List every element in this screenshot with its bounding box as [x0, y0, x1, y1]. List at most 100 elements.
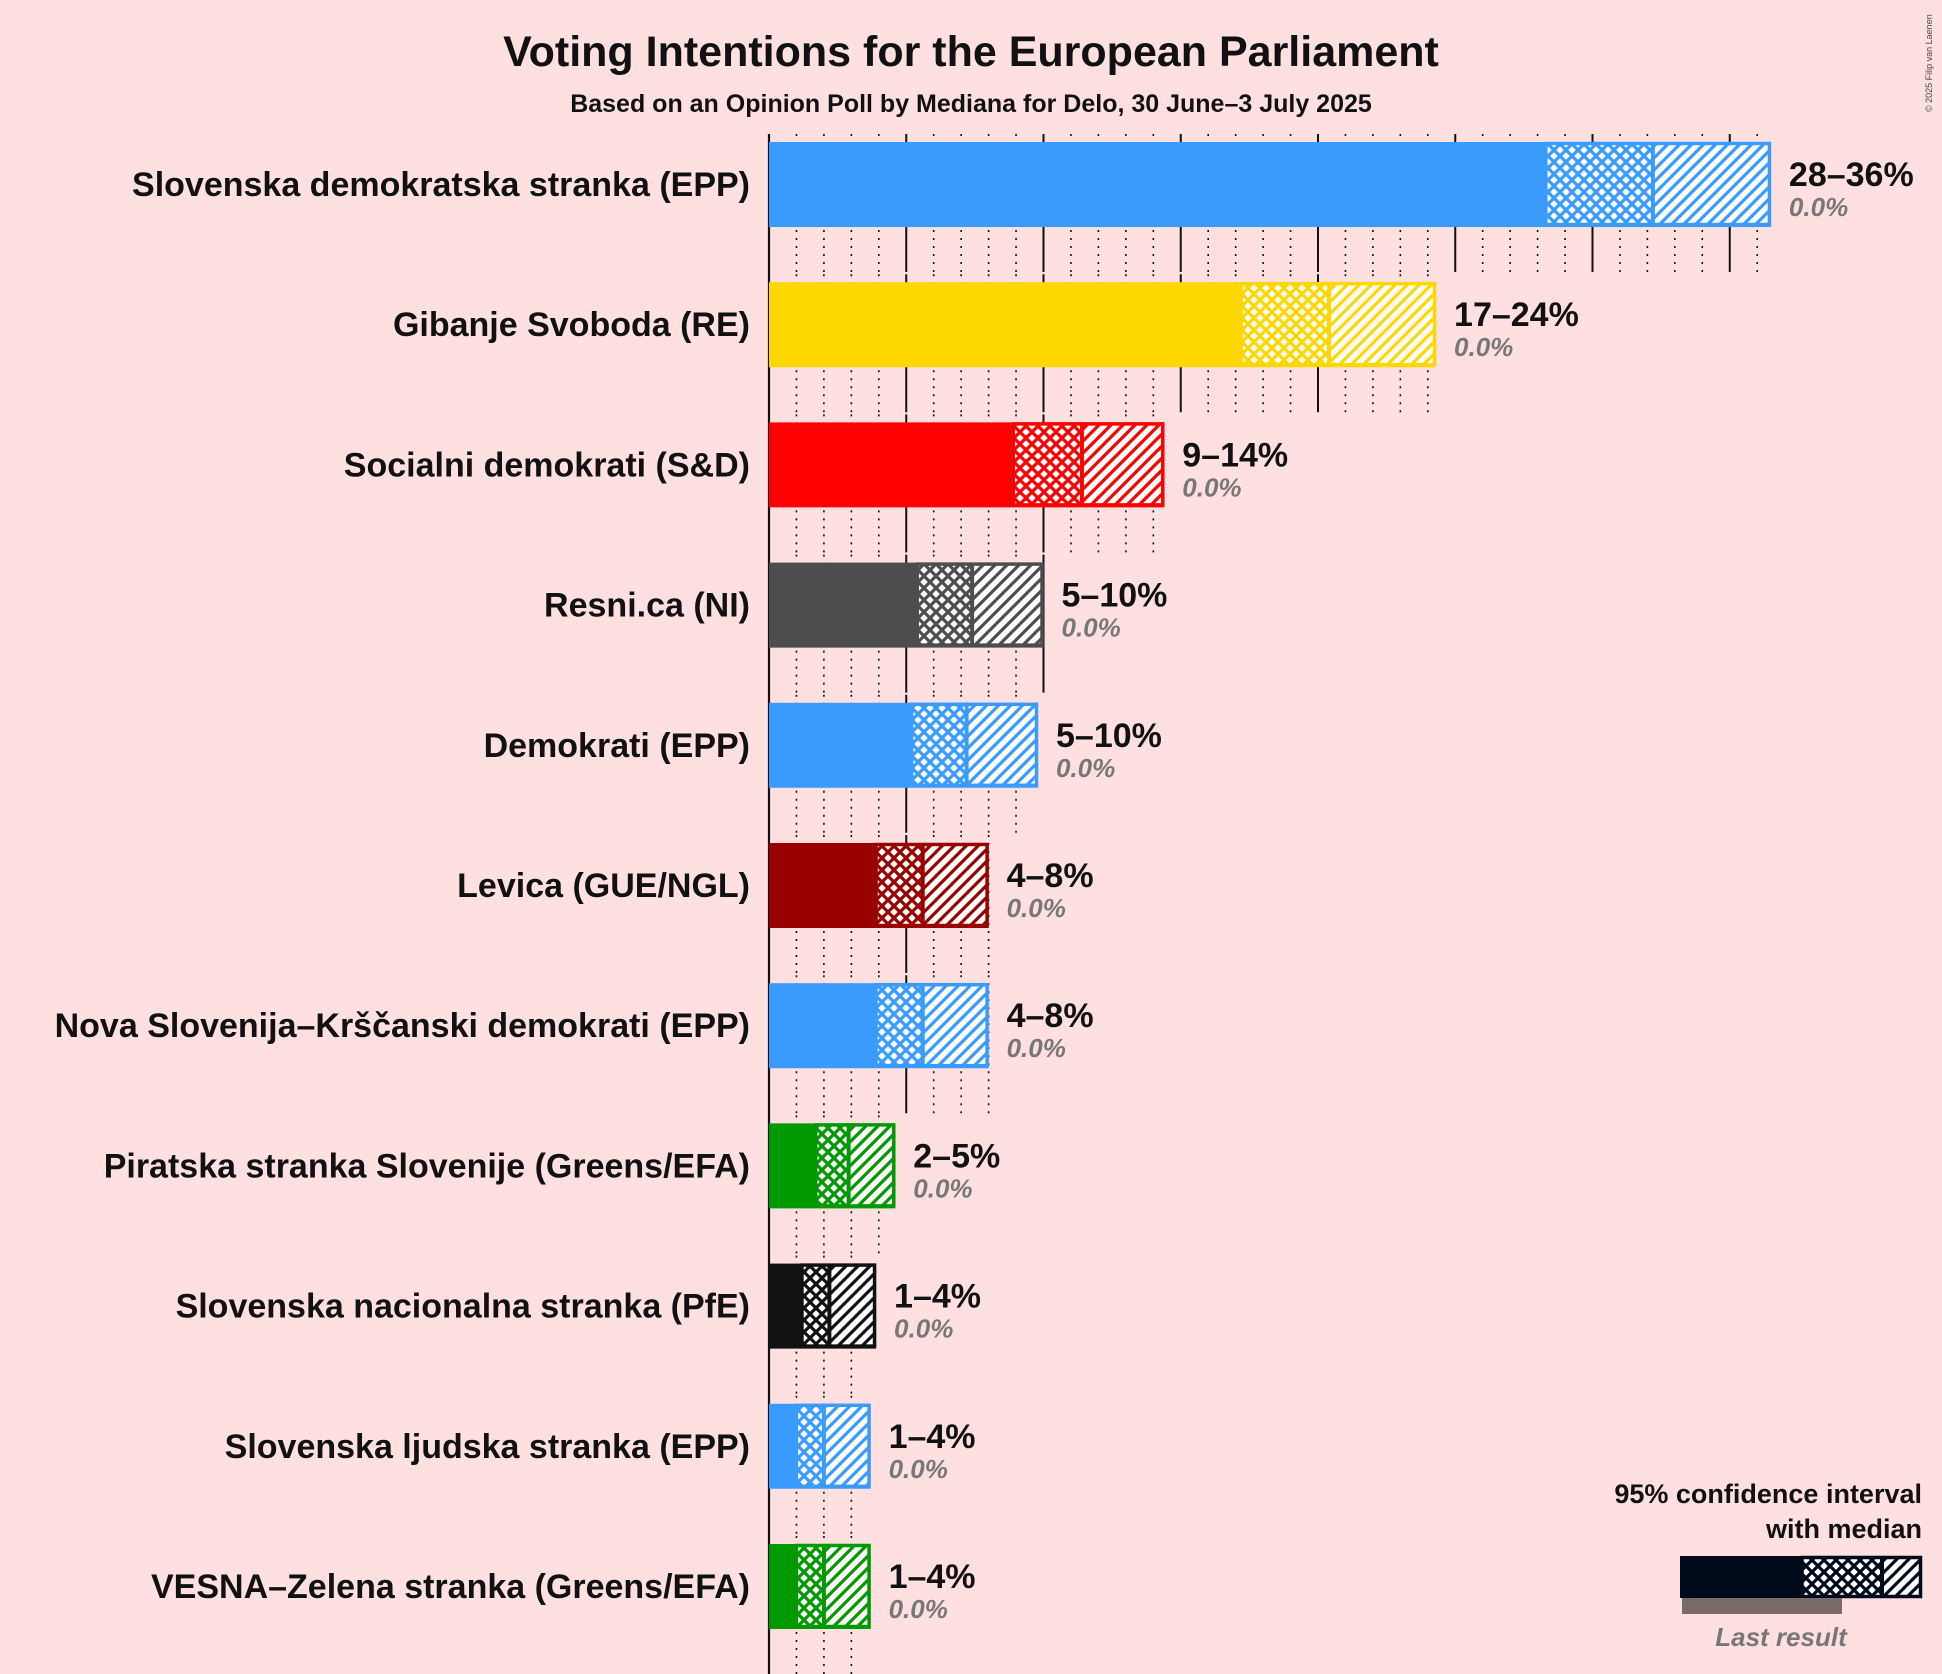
legend: 95% confidence interval with median Last…: [1614, 1479, 1923, 1652]
last-result-label: 0.0%: [894, 1314, 953, 1344]
bar-ci-lower: [801, 1263, 830, 1348]
last-result-label: 0.0%: [1062, 613, 1121, 643]
last-result-label: 0.0%: [889, 1454, 948, 1484]
last-result-label: 0.0%: [1789, 192, 1848, 222]
bar-ci-lower: [815, 1123, 849, 1208]
last-result-label: 0.0%: [913, 1173, 972, 1203]
bar-row-slovenska-demokratska-stranka-epp: Slovenska demokratska stranka (EPP) 28–36…: [132, 141, 1914, 227]
bar-ci-upper: [1081, 422, 1165, 507]
bar-solid: [769, 1123, 816, 1208]
bar-solid: [769, 422, 1014, 507]
bar-ci-lower: [1013, 422, 1082, 507]
bar-solid: [769, 1263, 802, 1348]
legend-ci-upper: [1882, 1556, 1922, 1598]
range-label: 1–4%: [889, 1418, 976, 1456]
party-label: Socialni demokrati (S&D): [344, 446, 750, 484]
bar-solid: [769, 282, 1242, 367]
bar-ci-upper: [823, 1403, 871, 1488]
bar-solid: [769, 142, 1546, 226]
party-label: Nova Slovenija–Krščanski demokrati (EPP): [55, 1007, 750, 1045]
party-label: Slovenska nacionalna stranka (PfE): [176, 1288, 750, 1326]
range-label: 5–10%: [1056, 717, 1162, 755]
range-label: 9–14%: [1182, 436, 1288, 474]
ci-outline: [813, 1123, 896, 1208]
copyright: © 2025 Filip van Laenen: [1924, 14, 1934, 112]
last-result-label: 0.0%: [889, 1594, 948, 1624]
bar-ci-lower: [796, 1544, 824, 1628]
ci-outline: [1011, 422, 1165, 507]
bar-row-slovenska-nacionalna-stranka-pfe: Slovenska nacionalna stranka (PfE) 1–4%0.…: [176, 1263, 981, 1349]
bar-ci-lower: [911, 702, 967, 787]
bar-ci-lower: [917, 562, 973, 647]
range-label: 4–8%: [1007, 857, 1094, 895]
last-result-label: 0.0%: [1182, 472, 1241, 502]
bar-ci-upper: [848, 1123, 896, 1208]
bar-ci-lower: [796, 1403, 824, 1488]
legend-solid: [1680, 1556, 1802, 1598]
ci-outline: [794, 1543, 871, 1629]
party-label: Piratska stranka Slovenije (Greens/EFA): [104, 1147, 750, 1185]
ci-outline: [800, 1263, 877, 1348]
range-label: 28–36%: [1789, 156, 1914, 194]
party-label: Slovenska ljudska stranka (EPP): [225, 1428, 750, 1466]
ci-outline: [794, 1403, 871, 1489]
bar-solid: [769, 843, 877, 927]
range-label: 1–4%: [894, 1278, 981, 1316]
chart-subtitle: Based on an Opinion Poll by Mediana for …: [570, 90, 1372, 118]
last-result-label: 0.0%: [1007, 1033, 1066, 1063]
bar-solid: [769, 702, 912, 787]
bar-solid: [769, 1403, 797, 1488]
ci-outline: [909, 702, 1039, 788]
party-label: Resni.ca (NI): [544, 587, 750, 625]
chart-title: Voting Intentions for the European Parli…: [503, 28, 1439, 76]
bar-ci-lower: [1241, 282, 1329, 367]
bar-solid: [769, 1544, 797, 1628]
bar-row-slovenska-ljudska-stranka-epp: Slovenska ljudska stranka (EPP) 1–4%0.0%: [225, 1403, 976, 1489]
range-label: 4–8%: [1007, 997, 1094, 1035]
party-label: Slovenska demokratska stranka (EPP): [132, 166, 750, 204]
legend-title-line1: 95% confidence interval: [1614, 1479, 1922, 1509]
legend-last-result-label: Last result: [1715, 1622, 1848, 1652]
bar-ci-upper: [972, 562, 1044, 647]
bar-ci-lower: [876, 983, 923, 1068]
bars: Slovenska demokratska stranka (EPP) 28–36…: [55, 141, 1914, 1629]
bar-row-vesna-zelena-stranka-greens-efa: VESNA–Zelena stranka (Greens/EFA) 1–4%0.0…: [151, 1543, 976, 1629]
last-result-label: 0.0%: [1007, 893, 1066, 923]
legend-title-line2: with median: [1765, 1514, 1922, 1544]
last-result-label: 0.0%: [1454, 332, 1513, 362]
bar-ci-upper: [829, 1263, 877, 1348]
legend-ci-lower: [1802, 1556, 1882, 1598]
bar-row-gibanje-svoboda-re: Gibanje Svoboda (RE) 17–24%0.0%: [393, 281, 1579, 368]
bar-row-piratska-stranka-slovenije-greens-efa: Piratska stranka Slovenije (Greens/EFA) 2…: [104, 1123, 1000, 1209]
bar-row-levica-gue-ngl: Levica (GUE/NGL) 4–8%0.0%: [457, 842, 1094, 928]
range-label: 5–10%: [1062, 577, 1168, 615]
ci-outline: [874, 982, 989, 1068]
bar-solid: [769, 562, 918, 647]
bar-ci-upper: [922, 843, 989, 927]
bar-row-demokrati-epp: Demokrati (EPP) 5–10%0.0%: [484, 702, 1162, 788]
party-label: Levica (GUE/NGL): [457, 867, 750, 905]
party-label: VESNA–Zelena stranka (Greens/EFA): [151, 1568, 750, 1606]
range-label: 17–24%: [1454, 296, 1579, 334]
bar-ci-upper: [823, 1544, 871, 1628]
bar-solid: [769, 983, 877, 1068]
bar-ci-upper: [1328, 282, 1437, 367]
bar-ci-lower: [876, 843, 923, 927]
legend-last-result-bar: [1682, 1598, 1842, 1614]
bar-row-socialni-demokrati-s-d: Socialni demokrati (S&D) 9–14%0.0%: [344, 422, 1288, 508]
ci-outline: [1544, 141, 1772, 227]
bar-ci-upper: [1652, 142, 1771, 226]
bar-ci-upper: [922, 983, 989, 1068]
bar-row-resni-ca-ni: Resni.ca (NI) 5–10%0.0%: [544, 562, 1168, 648]
party-label: Demokrati (EPP): [484, 727, 750, 765]
range-label: 1–4%: [889, 1558, 976, 1596]
range-label: 2–5%: [913, 1137, 1000, 1175]
ci-outline: [874, 842, 989, 928]
bar-ci-lower: [1545, 142, 1653, 226]
ci-outline: [915, 562, 1044, 647]
bar-row-nova-slovenija-kr-anski-demokrati-epp: Nova Slovenija–Krščanski demokrati (EPP)…: [55, 982, 1094, 1069]
legend-ci-outline: [1800, 1555, 1923, 1599]
last-result-label: 0.0%: [1056, 753, 1115, 783]
party-label: Gibanje Svoboda (RE): [393, 306, 750, 344]
